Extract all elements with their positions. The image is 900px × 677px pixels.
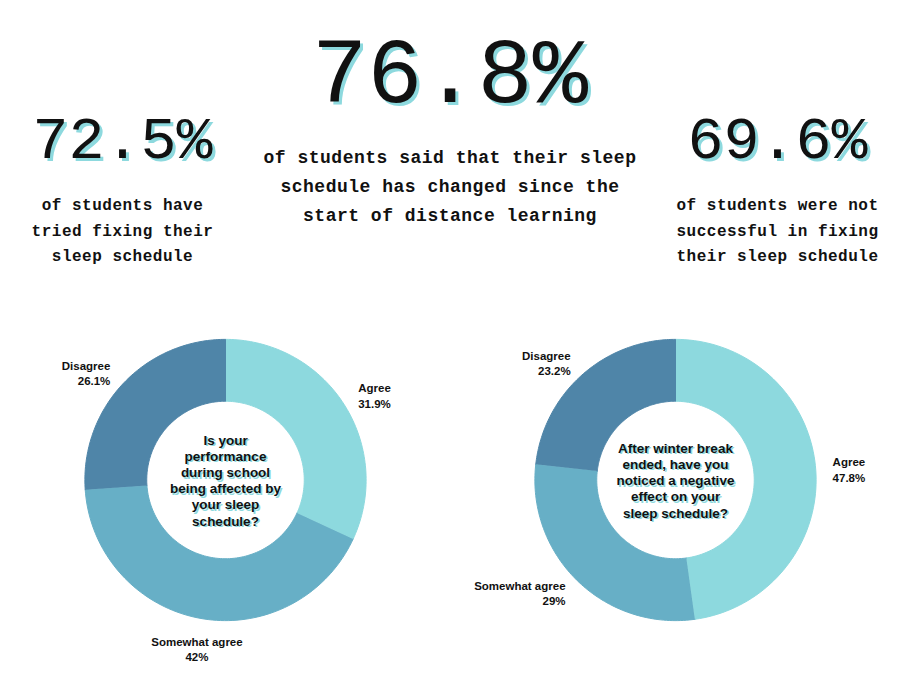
svg-text:Disagree23.2%: Disagree23.2% — [522, 350, 571, 378]
svg-text:Agree47.8%: Agree47.8% — [833, 456, 866, 484]
html-text:of students said that their sl: of students said that their sleep schedu… — [263, 148, 637, 226]
html-text:of students have tried fixing: of students have tried fixing their slee… — [31, 197, 214, 267]
svg-text:Agree31.9%: Agree31.9% — [358, 382, 391, 410]
svg-text:Somewhat agree29%: Somewhat agree29% — [474, 580, 565, 608]
html-text:72.5%: 72.5% — [32, 108, 213, 176]
html-text:69.6%: 69.6% — [687, 108, 868, 176]
html-text:76.8%: 76.8% — [312, 25, 588, 130]
html-text:of students were not successfu: of students were not successful in fixin… — [676, 197, 879, 267]
svg-text:Is yourperformanceduring schoo: Is yourperformanceduring schoolbeing aff… — [170, 433, 282, 529]
svg-text:After winter breakended, have: After winter breakended, have younoticed… — [617, 441, 735, 521]
svg-text:Disagree26.1%: Disagree26.1% — [62, 360, 111, 388]
svg-text:Somewhat agree42%: Somewhat agree42% — [151, 636, 242, 664]
